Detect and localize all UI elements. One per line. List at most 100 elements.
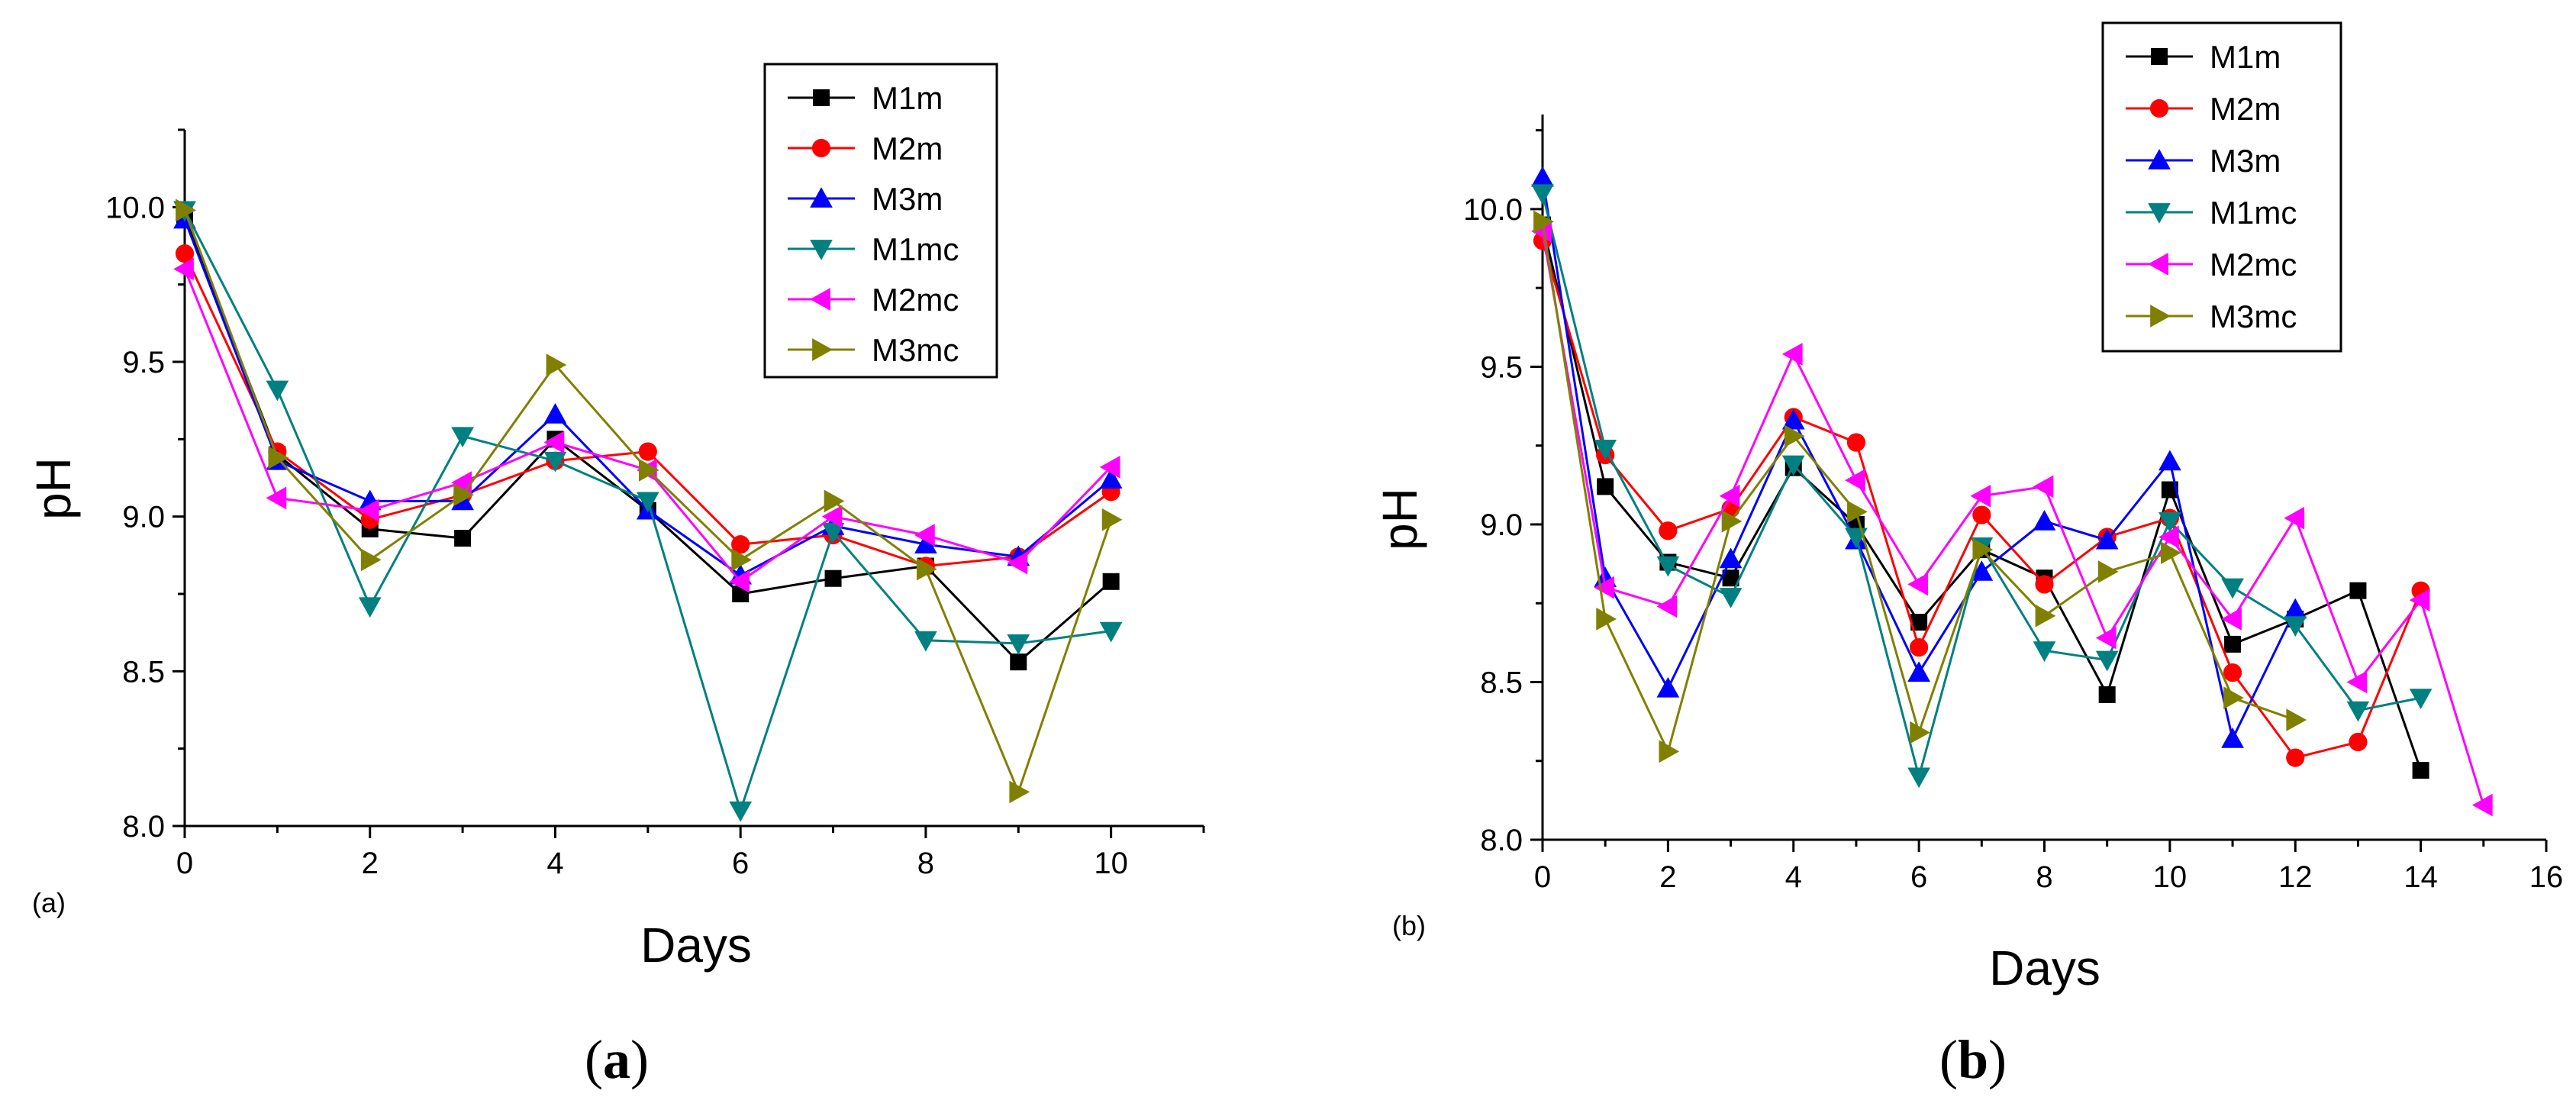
data-point-m2mc-10 [1099, 455, 1120, 479]
data-point-m1m-13 [2349, 582, 2367, 599]
data-point-m1mc-3 [451, 427, 474, 448]
x-tick-label: 2 [362, 847, 379, 880]
x-tick-label: 4 [1785, 860, 1802, 894]
legend-label-m1mc: M1mc [872, 231, 959, 267]
data-point-m1mc-4 [543, 451, 567, 473]
data-point-m2mc-1 [266, 486, 287, 510]
caption-open-paren: ( [1939, 1029, 1958, 1090]
legend-label-m2m: M2m [872, 131, 943, 166]
data-point-m2mc-4 [1781, 343, 1803, 366]
data-point-legend-m3mc-0 [2150, 305, 2171, 327]
data-point-m2mc-9 [2095, 626, 2117, 650]
legend-label-m1m: M1m [2210, 39, 2281, 75]
data-point-m3m-9 [2095, 528, 2119, 550]
data-point-m1mc-8 [2033, 641, 2056, 663]
y-tick-label: 10.0 [105, 191, 165, 224]
legend-label-m2m: M2m [2210, 91, 2281, 127]
data-point-m2mc-0 [173, 257, 194, 281]
data-point-m1mc-9 [1007, 634, 1030, 655]
data-point-m2m-5 [1846, 433, 1866, 452]
x-axis-title: Days [1989, 941, 2100, 995]
data-point-m3mc-7 [824, 489, 845, 513]
y-tick-label: 8.0 [122, 810, 165, 844]
legend-label-m2mc: M2mc [2210, 247, 2297, 282]
data-point-m2mc-8 [914, 524, 935, 547]
data-point-m2mc-6 [729, 569, 750, 593]
data-point-m1mc-2 [358, 597, 382, 618]
panel-caption: (a) [585, 1029, 649, 1090]
data-point-m2m-6 [731, 535, 750, 554]
data-point-m3m-11 [2221, 727, 2244, 748]
data-point-m1mc-6 [729, 801, 753, 822]
y-tick-label: 9.5 [122, 346, 165, 379]
data-point-m3m-7 [1970, 560, 1994, 581]
data-point-legend-m1m-0 [2151, 48, 2168, 65]
y-tick-label: 9.0 [122, 501, 165, 534]
data-point-m3mc-2 [1659, 740, 1680, 763]
data-point-legend-m2m-0 [2149, 98, 2169, 118]
legend: M1m M2m M3m M1mc M2mc M3mc [2101, 21, 2342, 353]
data-point-m2mc-7 [821, 505, 843, 528]
caption-letter: a [603, 1029, 630, 1090]
series-m3m [1531, 166, 2307, 748]
data-point-m3m-6 [1907, 661, 1930, 682]
data-point-m1mc-1 [266, 380, 289, 402]
data-point-legend-m3m-0 [810, 187, 833, 208]
data-point-m1mc-9 [2095, 650, 2119, 672]
data-point-legend-m2mc-0 [810, 288, 830, 311]
series-m3mc [176, 198, 1123, 804]
data-point-m1m-9 [1010, 653, 1027, 671]
data-point-m3mc-10 [2160, 541, 2181, 564]
data-point-m1mc-5 [636, 492, 659, 513]
x-tick-label: 8 [917, 847, 934, 880]
legend-label-m1mc: M1mc [2210, 195, 2297, 231]
data-point-m3mc-0 [176, 198, 196, 222]
data-point-m3mc-0 [1533, 210, 1554, 234]
panel-caption: (b) [1939, 1029, 2007, 1090]
y-tick-label: 8.5 [122, 655, 165, 689]
data-point-m1mc-2 [1656, 556, 1680, 577]
x-tick-label: 8 [2036, 860, 2052, 894]
data-point-m2m-0 [175, 244, 195, 263]
data-point-m1mc-7 [821, 523, 845, 544]
data-point-m3mc-9 [2097, 560, 2119, 583]
data-point-m2m-13 [2349, 732, 2368, 752]
legend: M1m M2m M3m M1mc M2mc M3mc [763, 63, 998, 379]
y-tick-label: 10.0 [1463, 193, 1523, 227]
legend-box [2101, 21, 2342, 353]
chart-panel-b: 0 2 4 6 8 10 12 14 168.08.59.09.510.0M1mM2mM3mM1… [1372, 21, 2564, 1090]
data-point-legend-m3m-0 [2148, 149, 2171, 169]
data-point-m3mc-7 [1972, 538, 1994, 561]
data-point-m2mc-2 [1656, 595, 1678, 618]
x-tick-label: 16 [2529, 860, 2564, 894]
data-point-m3m-3 [1719, 547, 1743, 569]
data-point-legend-m2mc-0 [2148, 253, 2168, 276]
data-point-m2mc-2 [358, 498, 379, 522]
data-point-m1mc-11 [2221, 578, 2244, 599]
panel-tag: (b) [1392, 910, 1426, 941]
data-point-m3m-10 [1099, 468, 1123, 489]
x-tick-label: 0 [1534, 860, 1551, 894]
data-point-m2mc-13 [2346, 670, 2368, 694]
data-point-m3mc-6 [1910, 721, 1930, 744]
data-point-m3m-0 [1531, 166, 1554, 187]
data-point-m2mc-12 [2284, 506, 2305, 530]
data-point-legend-m3mc-0 [812, 338, 833, 361]
data-point-m3mc-9 [1009, 780, 1030, 804]
data-point-m2mc-15 [2471, 793, 2493, 817]
x-tick-label: 6 [732, 847, 749, 880]
data-point-m1mc-4 [1781, 455, 1805, 476]
caption-close-paren: ) [630, 1029, 649, 1090]
data-point-m3mc-3 [453, 483, 474, 507]
data-point-m2m-2 [1659, 521, 1678, 540]
data-point-m2mc-5 [1845, 469, 1865, 492]
data-point-m1mc-14 [2409, 689, 2433, 709]
data-point-m2m-8 [2035, 575, 2054, 594]
data-point-m1mc-10 [2158, 511, 2181, 533]
data-point-m2m-6 [1910, 637, 1929, 657]
data-point-m3mc-10 [1101, 508, 1123, 531]
x-tick-label: 4 [546, 847, 563, 880]
data-point-m2m-7 [1972, 505, 1991, 524]
data-point-m1m-6 [1910, 614, 1928, 631]
y-axis-title: pH [1372, 488, 1427, 550]
